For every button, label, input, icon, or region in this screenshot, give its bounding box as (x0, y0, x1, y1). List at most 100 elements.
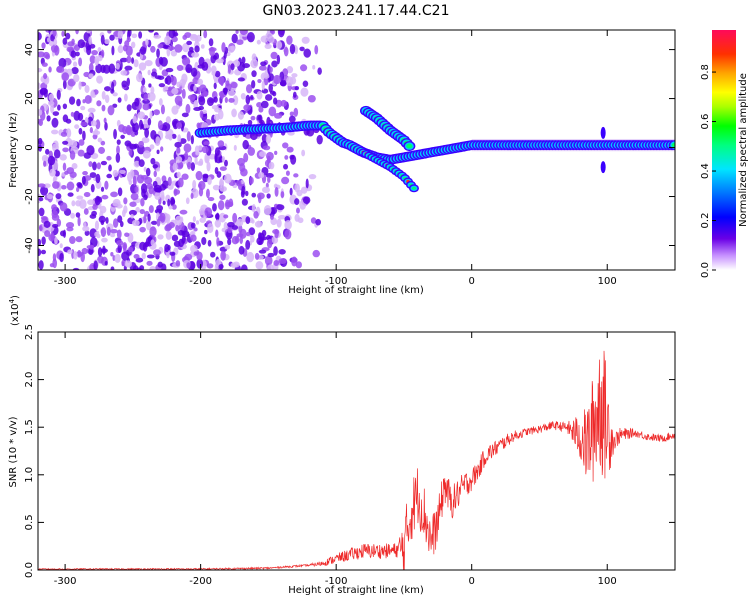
spectrogram-speckle (303, 48, 311, 58)
spectrogram-speckle (262, 145, 271, 151)
spectrogram-speckle (293, 173, 299, 178)
spectrogram-speckle (54, 236, 58, 245)
colorbar-gradient (712, 30, 736, 270)
spectrogram-speckle (195, 170, 203, 181)
spectrogram-speckle (248, 227, 256, 236)
spectrogram-speckle (142, 103, 150, 111)
spectrogram-speckle (256, 220, 261, 227)
spectrogram-speckle (236, 180, 242, 187)
spectrogram-speckle (67, 78, 76, 87)
spectrogram-speckle (184, 32, 192, 39)
spectrogram-speckle (255, 261, 264, 270)
spectrogram-speckle (133, 254, 140, 259)
snr-x-tick-label: 100 (598, 576, 617, 587)
spectrogram-speckle (146, 254, 155, 259)
spectrogram-speckle (272, 91, 277, 97)
spectrogram-speckle (149, 144, 155, 150)
spectrogram-speckle (124, 65, 133, 71)
spectrogram-speckle (183, 143, 192, 153)
spectrogram-speckle (41, 42, 46, 50)
spectrogram-speckle (163, 213, 171, 222)
snr-frame (37, 331, 676, 571)
spectrogram-speckle (158, 98, 163, 106)
spectrogram-speckle (139, 226, 146, 233)
spectrogram-speckle (218, 263, 224, 270)
spectrogram-speckle (160, 146, 164, 152)
spectrogram-speckle (52, 223, 59, 228)
spectrogram-speckle (126, 104, 132, 112)
spectrogram-speckle (230, 63, 235, 71)
spectrogram-speckle (265, 172, 274, 178)
spectrogram-speckle (41, 236, 46, 246)
spectrogram-speckle (140, 183, 148, 194)
spectrogram-speckle (73, 74, 80, 83)
spectrogram-speckle (245, 239, 251, 250)
spectrogram-speckle (61, 30, 65, 37)
spectrogram-speckle (195, 151, 200, 156)
spectrogram-speckle (265, 134, 271, 144)
spectrogram-speckle (200, 44, 205, 49)
spectrogram-spike (600, 126, 606, 139)
spectrogram-speckle (78, 127, 83, 135)
spectrogram-speckle (219, 179, 223, 188)
spectrogram-speckle (156, 218, 161, 227)
spectrogram-speckle (100, 34, 105, 45)
spectrogram-speckle (256, 39, 261, 45)
spectrogram-y-tick-label: -20 (24, 188, 35, 204)
spectrogram-speckle (58, 57, 67, 69)
spectrogram-speckle (50, 231, 55, 241)
spectrogram-speckle (258, 114, 263, 124)
spectrogram-speckle (213, 82, 217, 90)
spectrogram-speckle (150, 45, 156, 53)
spectrogram-speckle (77, 183, 83, 189)
spectrogram-speckle (69, 140, 78, 148)
spectrogram-speckle (240, 168, 248, 177)
spectrogram-speckle (62, 162, 67, 171)
spectrogram-speckle (251, 219, 255, 224)
spectrogram-speckle (100, 186, 105, 192)
spectrogram-speckle (250, 95, 254, 100)
spectrogram-speckle (44, 230, 51, 238)
spectrogram-speckle (100, 220, 105, 226)
spectrogram-speckle (171, 88, 179, 95)
spectrogram-speckle (261, 80, 265, 91)
spectrogram-speckle (62, 103, 68, 110)
spectrogram-speckle (154, 75, 162, 80)
spectrogram-speckle (106, 173, 113, 179)
spectrogram-speckle (153, 109, 161, 116)
spectrogram-speckle (74, 124, 80, 129)
spectrogram-speckle (197, 78, 204, 86)
spectrogram-speckle (194, 155, 198, 165)
spectrogram-speckle (114, 253, 121, 263)
spectrogram-speckle (38, 144, 43, 152)
spectrogram-speckle (125, 45, 133, 56)
spectrogram-speckle (216, 237, 220, 247)
spectrogram-speckle (38, 137, 43, 145)
spectrogram-speckle (120, 70, 128, 76)
spectrogram-speckle (263, 73, 270, 79)
spectrogram-speckle (267, 264, 274, 270)
spectrogram-speckle (92, 130, 101, 136)
spectrogram-speckle (66, 226, 74, 232)
colorbar-tick-label: 0.0 (700, 262, 711, 278)
spectrogram-speckle (156, 149, 160, 155)
spectrogram-speckle (297, 217, 304, 224)
spectrogram-speckle (115, 62, 120, 70)
spectrogram-speckle (94, 55, 99, 66)
spectrogram-speckle (89, 172, 97, 178)
spectrogram-speckle (296, 207, 300, 214)
spectrogram-speckle (98, 146, 106, 154)
spectrogram-speckle (102, 64, 111, 74)
spectrogram-speckle (167, 176, 172, 187)
spectrogram-speckle (286, 35, 293, 45)
spectrogram-speckle (190, 244, 198, 253)
spectrogram-speckle (168, 46, 175, 51)
spectrogram-x-tick-label: 0 (469, 276, 475, 287)
spectrogram-speckle (145, 38, 149, 46)
spectrogram-speckle (178, 177, 184, 188)
spectrogram-speckle (89, 127, 93, 134)
spectrogram-speckle (128, 179, 133, 186)
spectrogram-speckle (280, 191, 285, 198)
spectrogram-y-tick-label: 0 (24, 144, 35, 150)
spectrogram-speckle (267, 73, 275, 82)
